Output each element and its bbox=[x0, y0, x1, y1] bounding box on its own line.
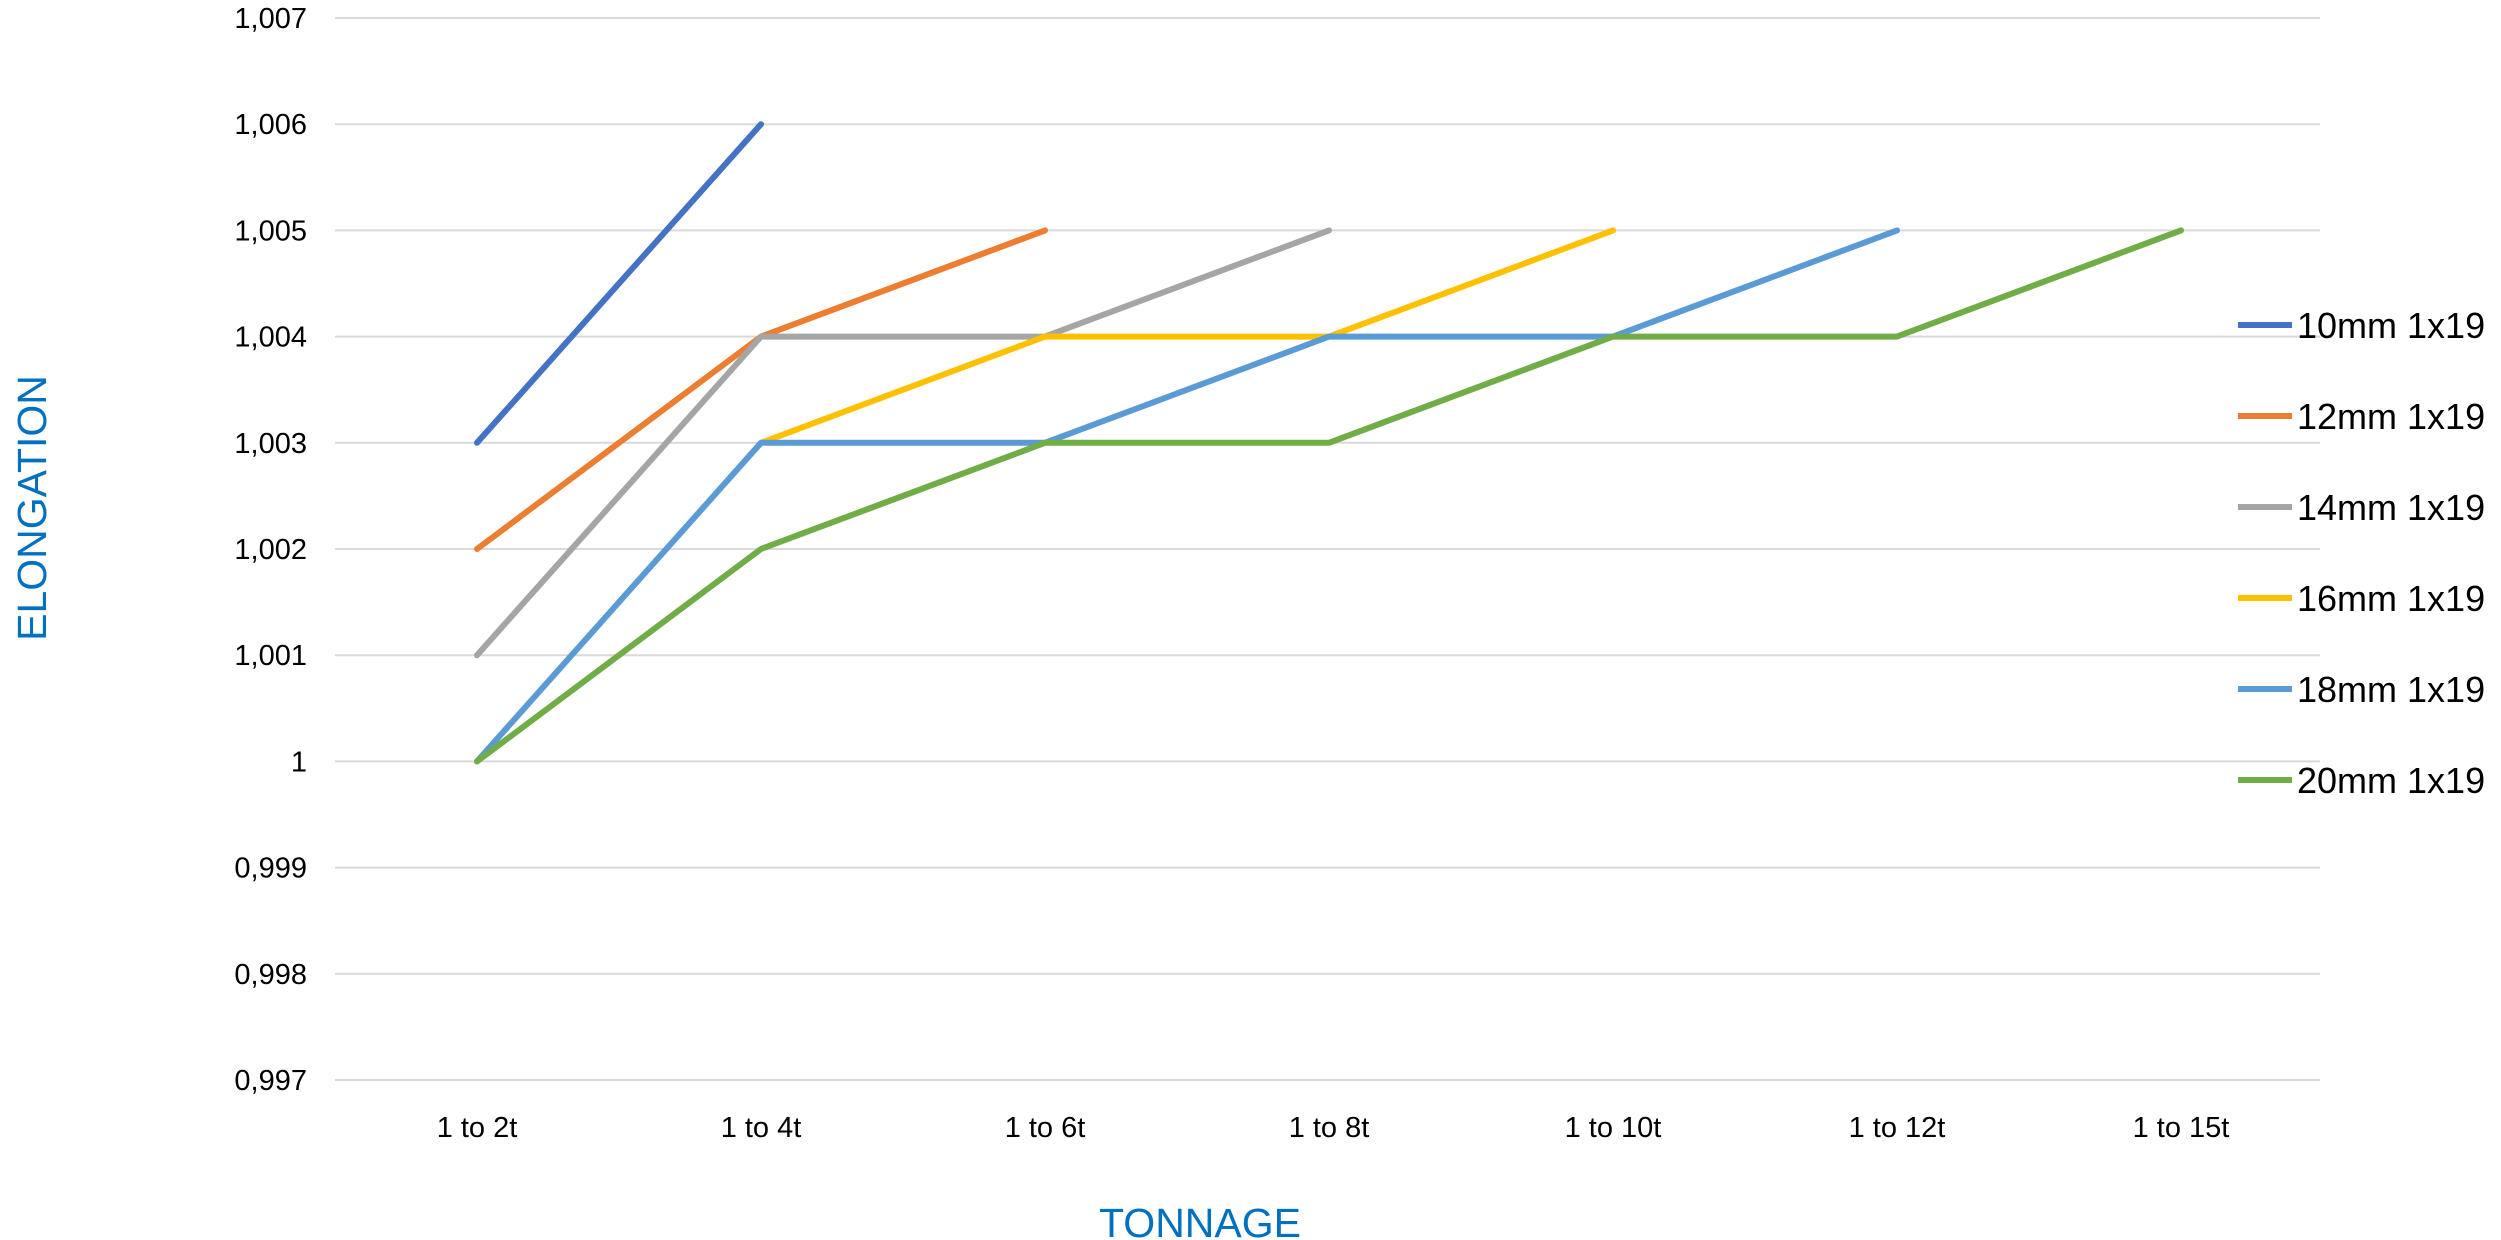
x-axis-tick-labels: 1 to 2t 1 to 4t 1 to 6t 1 to 8t 1 to 10t 1 to… bbox=[437, 1112, 2230, 1144]
legend-label: 16mm 1x19 bbox=[2297, 578, 2485, 619]
y-tick-label: 0,999 bbox=[234, 853, 307, 885]
legend-label: 20mm 1x19 bbox=[2297, 760, 2485, 801]
legend-label: 10mm 1x19 bbox=[2297, 305, 2485, 346]
series-line bbox=[474, 227, 2184, 765]
y-tick-label: 1,001 bbox=[234, 640, 307, 672]
legend-label: 18mm 1x19 bbox=[2297, 669, 2485, 710]
y-axis-tick-labels: 0,997 0,998 0,999 1 1,001 1,002 1,003 1,004 1,00… bbox=[234, 3, 307, 1097]
x-axis-title: TONNAGE bbox=[1099, 1200, 1301, 1240]
x-tick-label: 1 to 2t bbox=[437, 1112, 518, 1144]
x-tick-label: 1 to 12t bbox=[1849, 1112, 1946, 1144]
series-line bbox=[474, 227, 1048, 552]
legend-label: 12mm 1x19 bbox=[2297, 396, 2485, 437]
y-tick-label: 1,004 bbox=[234, 322, 307, 354]
x-tick-label: 1 to 10t bbox=[1565, 1112, 1662, 1144]
y-tick-label: 1 bbox=[291, 746, 307, 778]
legend-label: 14mm 1x19 bbox=[2297, 487, 2485, 528]
y-tick-label: 1,007 bbox=[234, 3, 307, 35]
y-tick-label: 1,003 bbox=[234, 428, 307, 460]
y-axis-title: ELONGATION bbox=[9, 375, 55, 641]
series-lines bbox=[474, 121, 2184, 765]
gridlines bbox=[335, 17, 2320, 1081]
y-tick-label: 1,002 bbox=[234, 534, 307, 566]
y-tick-label: 1,006 bbox=[234, 109, 307, 141]
x-tick-label: 1 to 6t bbox=[1005, 1112, 1086, 1144]
y-tick-label: 0,998 bbox=[234, 959, 307, 991]
legend: 10mm 1x19 12mm 1x19 14mm 1x19 16mm 1x19 18mm… bbox=[2238, 305, 2485, 801]
series-line bbox=[474, 121, 764, 446]
series-line bbox=[474, 227, 1900, 765]
y-tick-label: 0,997 bbox=[234, 1065, 307, 1097]
series-line bbox=[758, 227, 1616, 446]
x-tick-label: 1 to 8t bbox=[1289, 1112, 1370, 1144]
y-tick-label: 1,005 bbox=[234, 215, 307, 247]
x-tick-label: 1 to 15t bbox=[2133, 1112, 2230, 1144]
x-tick-label: 1 to 4t bbox=[721, 1112, 802, 1144]
series-line bbox=[474, 227, 1332, 659]
